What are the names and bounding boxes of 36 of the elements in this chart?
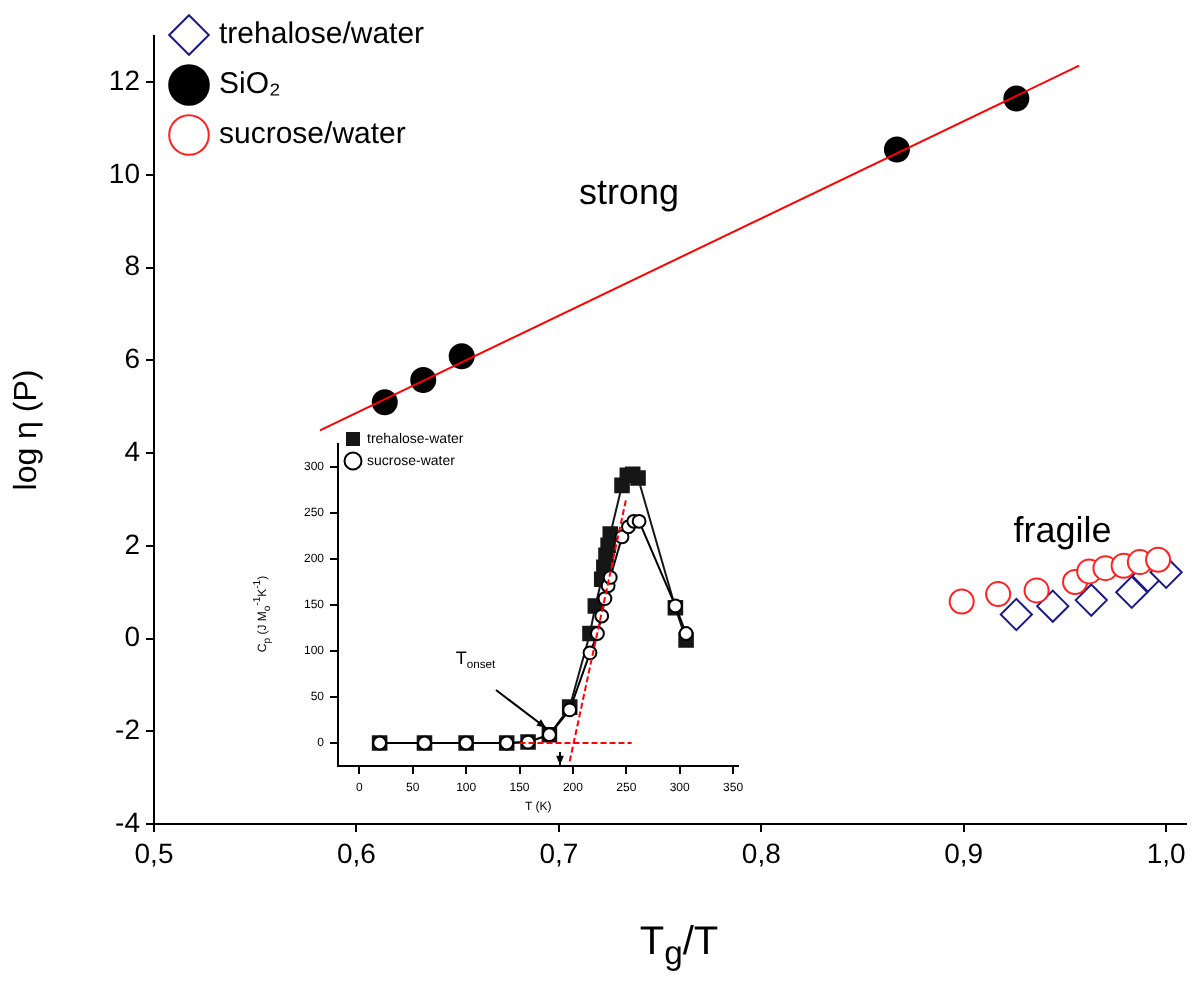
y-tick-label: 10 xyxy=(108,156,141,189)
point xyxy=(1115,575,1149,609)
point xyxy=(999,597,1033,632)
y-tick-label: 6 xyxy=(124,342,141,375)
x-axis-title: T$_{g}$/T xyxy=(637,920,721,974)
x-tick-label: 0,6 xyxy=(336,836,377,869)
x-tick-label: 0,5 xyxy=(134,836,174,869)
y-tick-label: 4 xyxy=(124,434,141,467)
y-tick-label: 2 xyxy=(124,527,141,560)
point xyxy=(582,645,598,661)
annotation: fragile xyxy=(1013,510,1112,551)
y-axis-title: log η (P) xyxy=(10,369,45,491)
point xyxy=(631,513,647,529)
point xyxy=(1074,583,1108,617)
legend-label: sucrose/water xyxy=(219,117,406,152)
y-tick-label: -2 xyxy=(115,713,141,746)
y-tick-label: -4 xyxy=(115,805,141,838)
x-tick-label: 0,7 xyxy=(539,836,579,869)
point xyxy=(985,581,1012,608)
y-tick-label: 12 xyxy=(108,64,141,97)
point xyxy=(1036,589,1070,623)
point xyxy=(1145,546,1172,573)
legend-label: SiO₂ xyxy=(219,67,282,102)
point xyxy=(678,626,694,641)
point xyxy=(948,588,975,615)
point xyxy=(448,343,475,370)
x-tick-label: 0,9 xyxy=(944,836,984,869)
legend-label: trehalose/water xyxy=(219,17,425,52)
point xyxy=(602,526,619,542)
point xyxy=(1023,577,1050,604)
annotation: strong xyxy=(578,171,679,212)
point xyxy=(630,470,646,486)
x-tick-label: 1,0 xyxy=(1146,836,1187,869)
y-tick-label: 0 xyxy=(124,620,141,653)
y-tick-label: 8 xyxy=(124,249,141,282)
x-tick-label: 0,8 xyxy=(741,836,782,869)
